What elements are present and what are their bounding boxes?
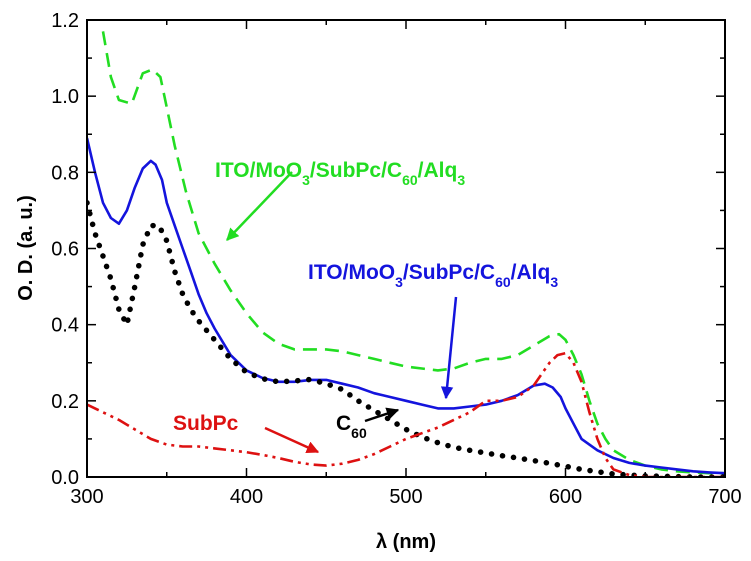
y-tick-label: 1.2 — [51, 10, 79, 32]
y-tick-label: 0.4 — [51, 315, 79, 337]
y-tick-label: 0.0 — [51, 467, 79, 489]
y-tick-label: 0.8 — [51, 162, 79, 184]
y-tick-label: 0.2 — [51, 391, 79, 413]
y-axis-title: O. D. (a. u.) — [15, 195, 37, 301]
series-layer — [87, 31, 725, 477]
x-axis-title: λ (nm) — [376, 531, 436, 553]
annotation-c60-label: C60 — [336, 412, 367, 441]
annotation-subpc-arrow — [264, 426, 320, 454]
annotation-c60-arrow — [364, 407, 400, 423]
series-line-0 — [101, 31, 725, 475]
series-line-3 — [87, 351, 725, 477]
annotation-subpc-label: SubPc — [173, 412, 239, 435]
ticks-layer: 300 400 500 600 700 0.0 0.2 0.4 0.6 0.8 1.0 1.2 — [51, 10, 742, 508]
x-tick-label: 600 — [549, 486, 582, 508]
series-line-1 — [87, 137, 725, 475]
x-tick-label: 700 — [708, 486, 741, 508]
x-tick-label: 400 — [230, 486, 263, 508]
annotation-green-arrow — [226, 171, 293, 241]
annotation-blue-label: ITO/MoO3/SubPc/C60/Alq3 — [308, 261, 558, 290]
x-tick-label: 300 — [70, 486, 103, 508]
y-tick-label: 1.0 — [51, 86, 79, 108]
annotation-green-label: ITO/MoO3/SubPc/C60/Alq3 — [215, 159, 465, 188]
annotation-blue-arrow — [440, 296, 458, 400]
x-tick-label: 500 — [389, 486, 422, 508]
y-tick-label: 0.6 — [51, 239, 79, 261]
series-line-2 — [87, 200, 725, 477]
